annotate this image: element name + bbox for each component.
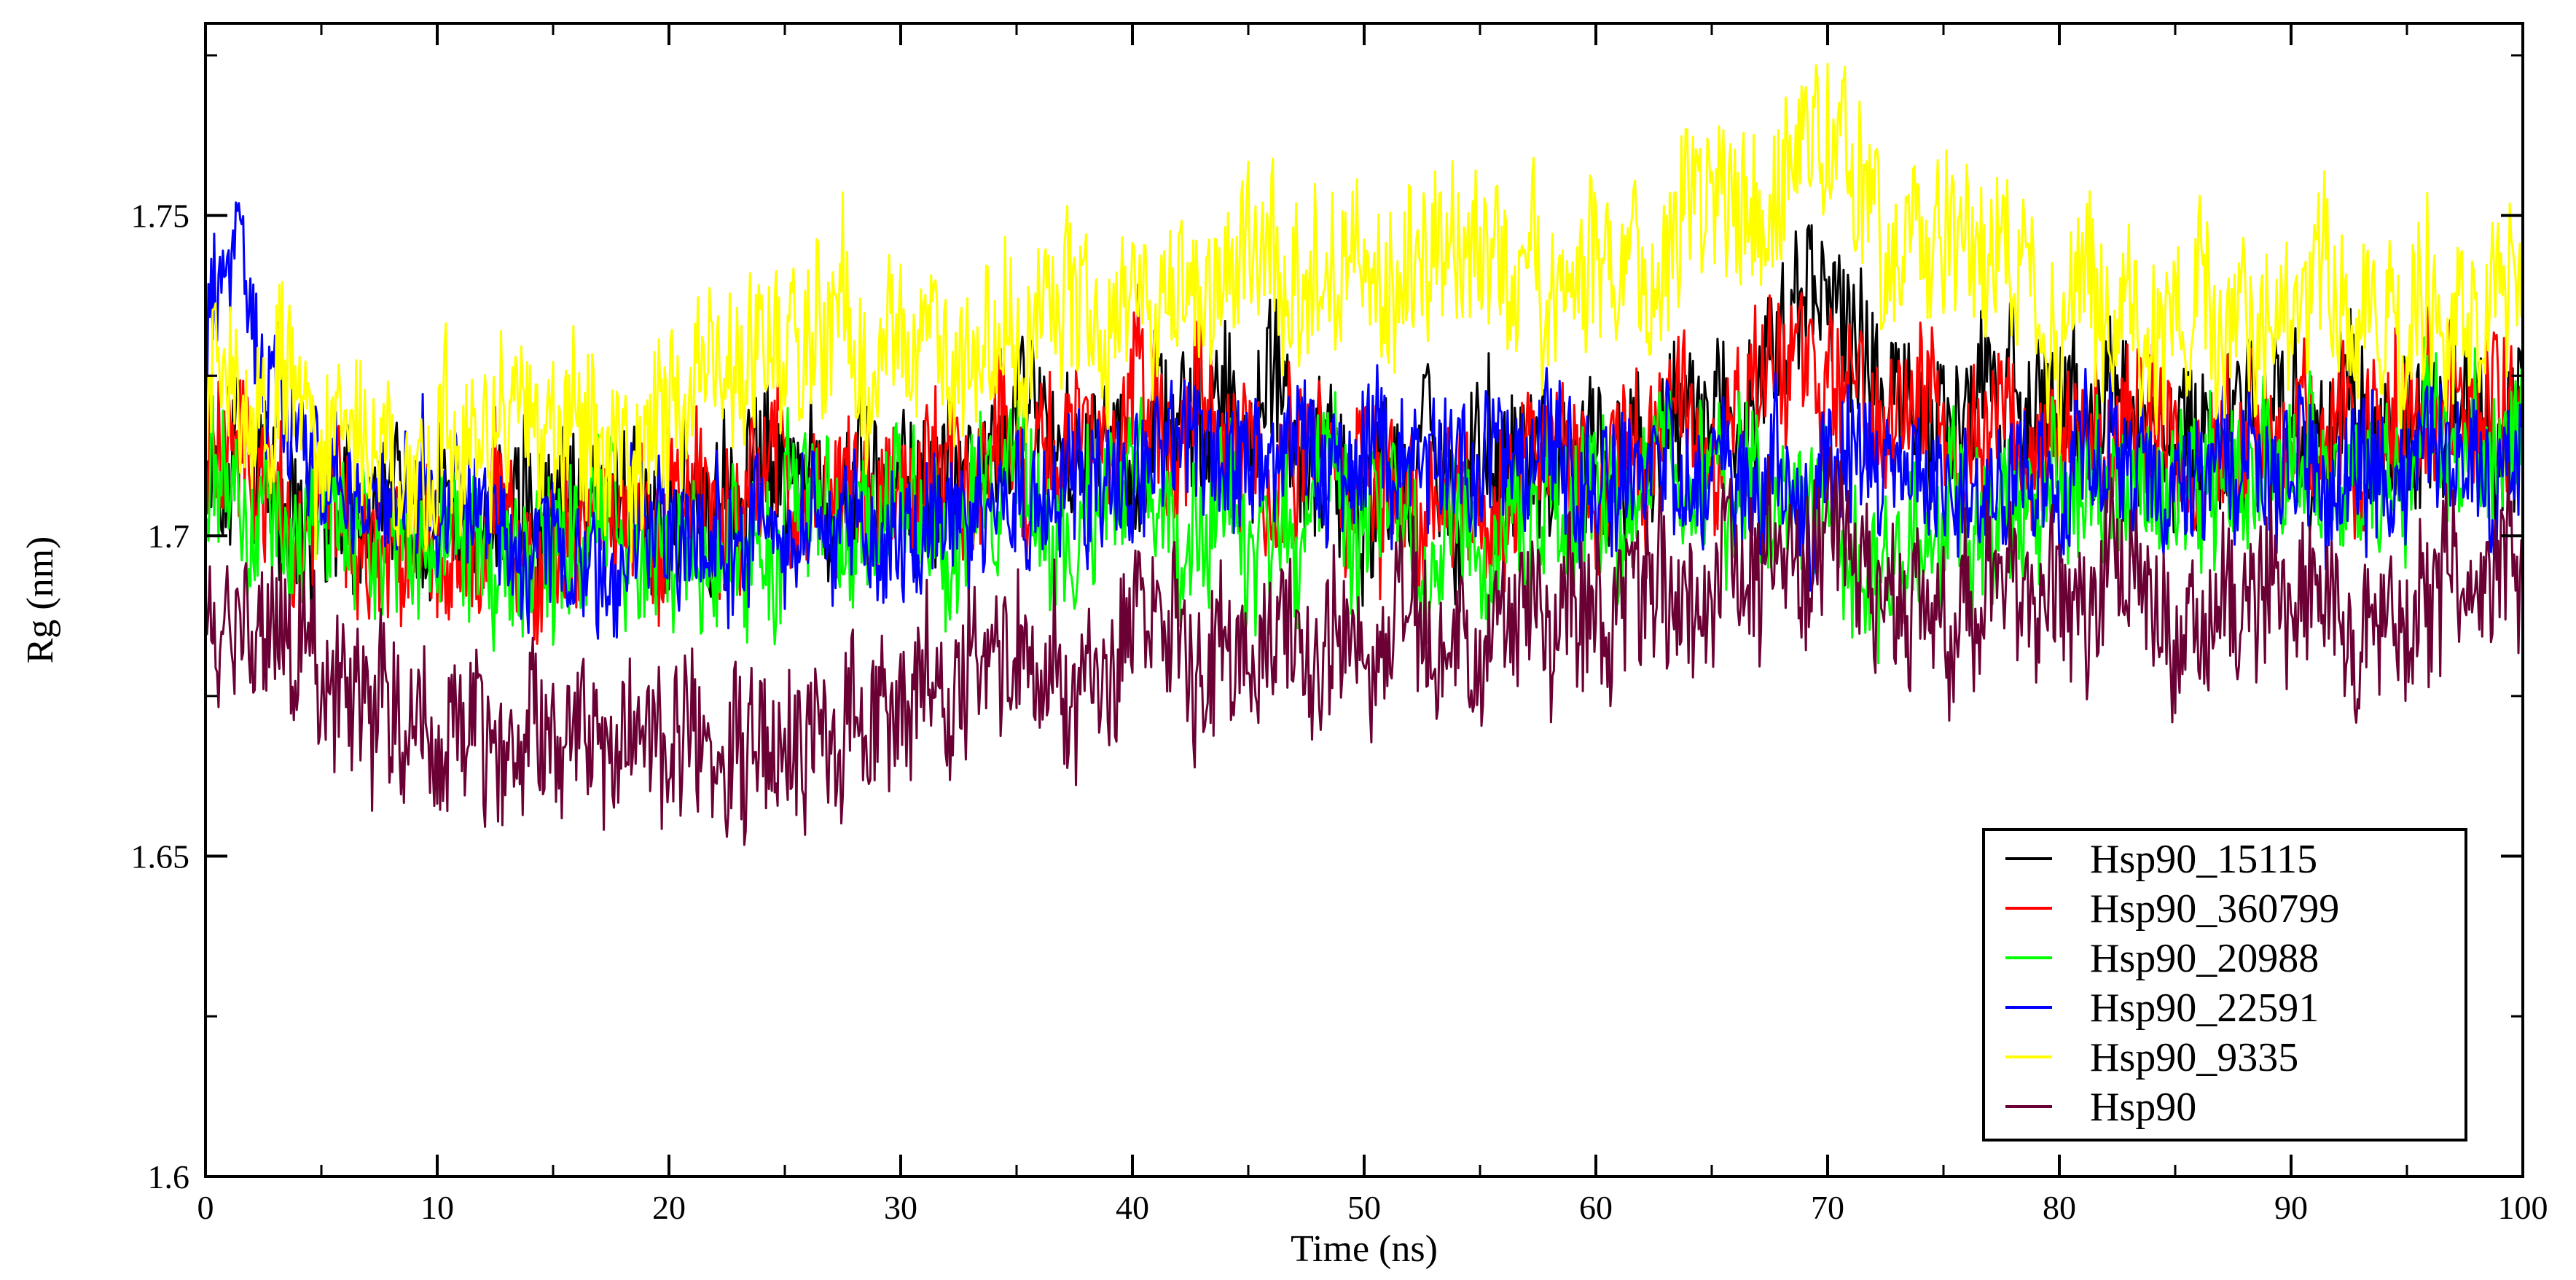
x-tick-label: 10 — [420, 1189, 454, 1226]
x-tick-label: 60 — [1579, 1189, 1613, 1226]
y-tick-label: 1.6 — [148, 1158, 190, 1195]
x-tick-label: 0 — [197, 1189, 214, 1226]
x-tick-label: 100 — [2498, 1189, 2548, 1226]
series-layer — [204, 62, 2524, 846]
legend-label: Hsp90_15115 — [2090, 837, 2317, 882]
x-tick-label: 80 — [2043, 1189, 2076, 1226]
y-tick-label: 1.65 — [131, 838, 190, 875]
series-line — [204, 62, 2524, 563]
x-tick-label: 30 — [884, 1189, 917, 1226]
x-tick-label: 50 — [1347, 1189, 1381, 1226]
legend-label: Hsp90_20988 — [2090, 936, 2319, 981]
series-line — [204, 446, 2524, 846]
series-line — [204, 201, 2524, 640]
x-tick-label: 90 — [2274, 1189, 2308, 1226]
legend-label: Hsp90 — [2090, 1085, 2196, 1130]
legend-label: Hsp90_360799 — [2090, 886, 2339, 932]
y-axis-label: Rg (nm) — [20, 536, 61, 664]
x-tick-label: 20 — [652, 1189, 686, 1226]
x-axis-label: Time (ns) — [1291, 1228, 1438, 1270]
x-tick-label: 40 — [1116, 1189, 1149, 1226]
y-tick-label: 1.7 — [148, 518, 190, 555]
x-tick-label: 70 — [1811, 1189, 1844, 1226]
legend-label: Hsp90_22591 — [2090, 986, 2319, 1031]
ticks-layer: 0 10 20 30 40 50 60 70 80 90 100 1.6 1.65 1.7 1.75 — [131, 23, 2548, 1226]
legend-label: Hsp90_9335 — [2090, 1035, 2298, 1080]
y-tick-label: 1.75 — [131, 198, 190, 235]
legend-box — [1982, 828, 2467, 1142]
